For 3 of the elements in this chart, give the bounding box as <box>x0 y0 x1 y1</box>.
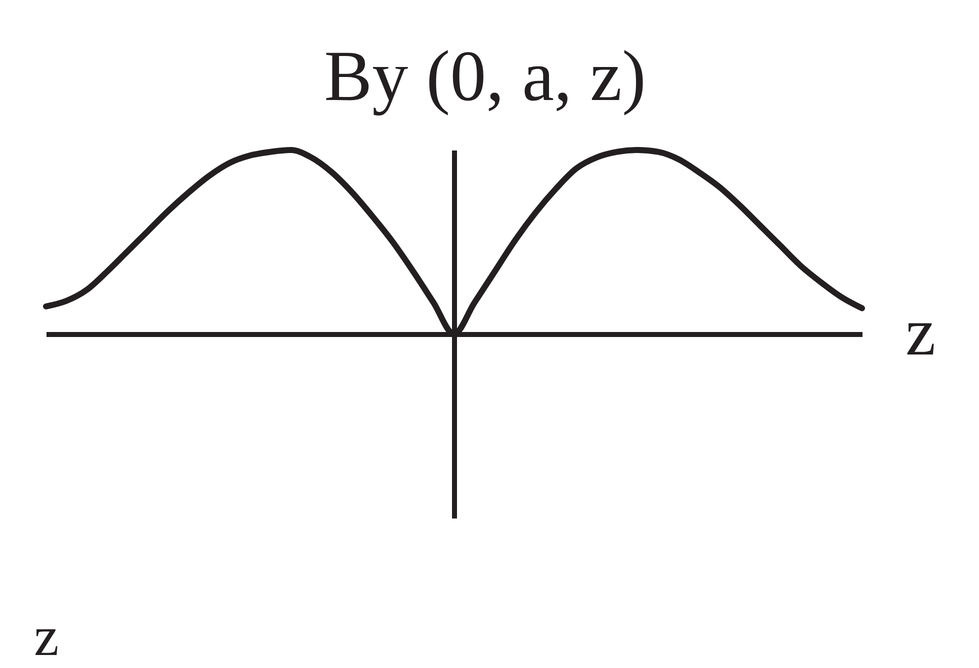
text: z <box>34 606 59 668</box>
x-axis-title: z <box>906 294 936 370</box>
chart-title: By (0, a, z) <box>324 36 646 116</box>
